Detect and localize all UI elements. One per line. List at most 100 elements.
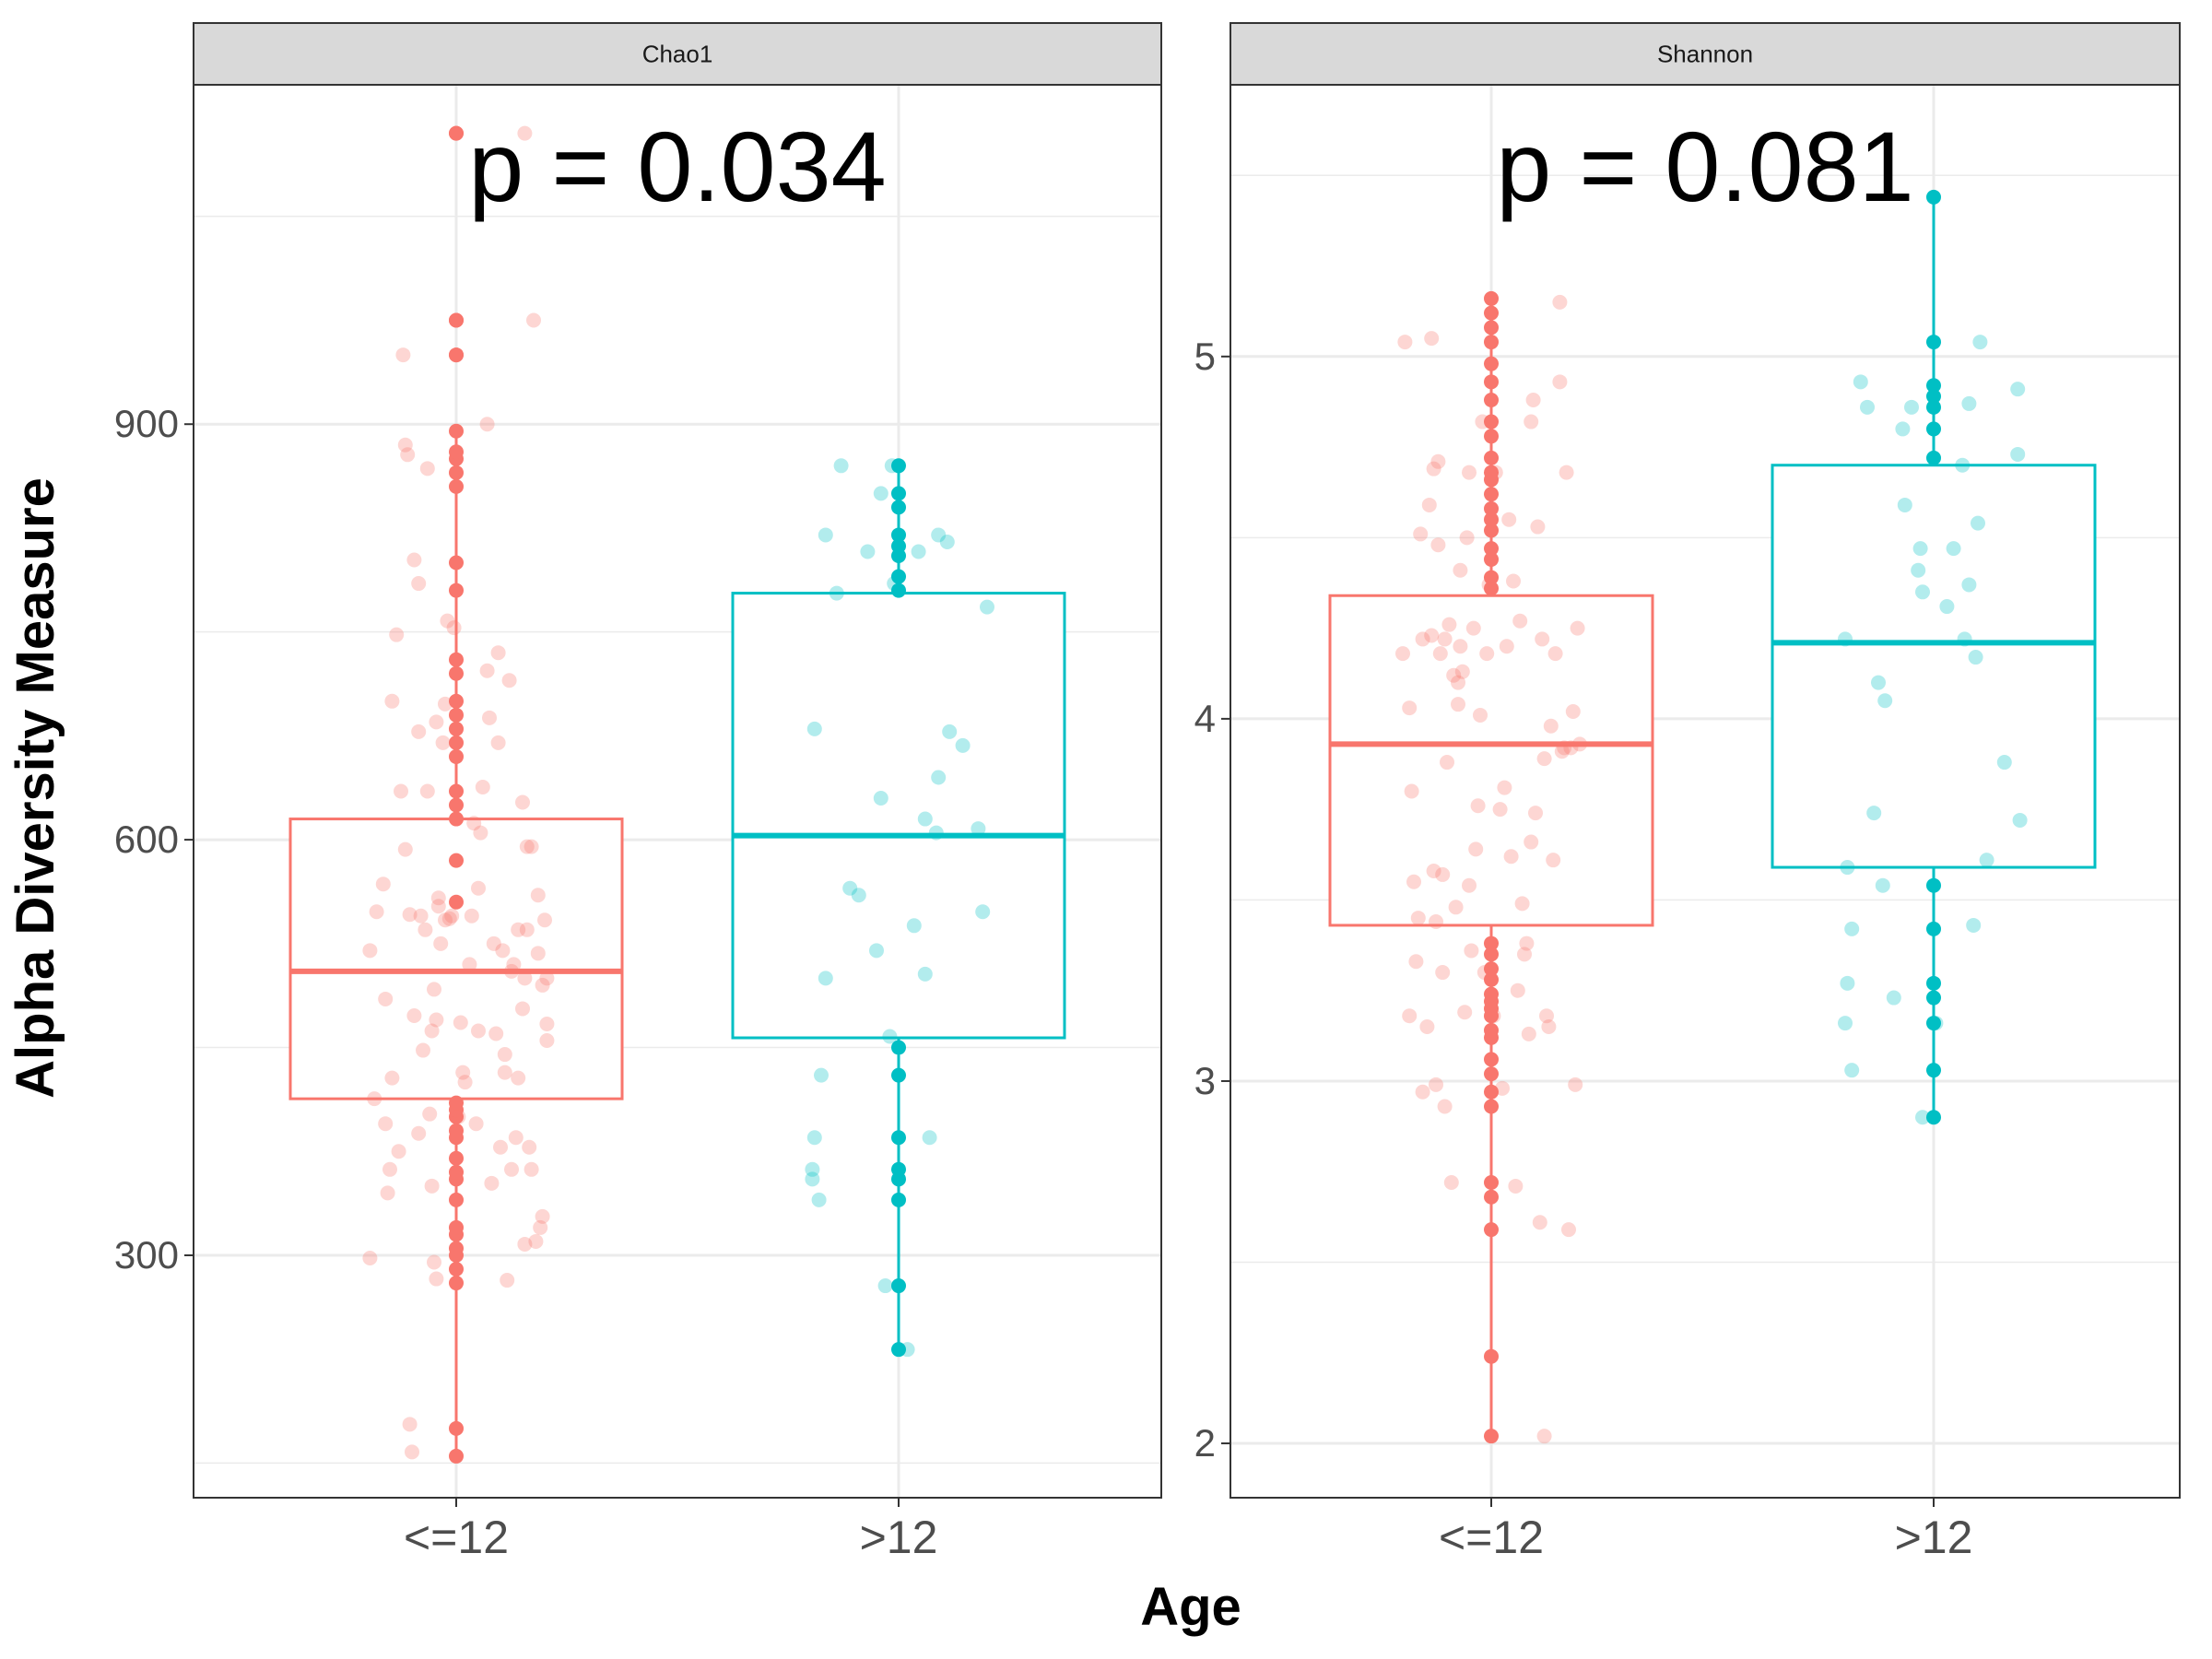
jitter-point <box>444 908 460 924</box>
jitter-point <box>429 1012 444 1028</box>
jitter-point <box>1519 935 1535 951</box>
box-point <box>449 853 464 868</box>
jitter-point <box>524 839 539 854</box>
jitter-point <box>362 943 378 959</box>
jitter-point <box>1875 877 1890 893</box>
y-tick-label: 300 <box>114 1233 179 1277</box>
box-point <box>449 1420 464 1436</box>
jitter-point <box>539 1016 555 1031</box>
box-point <box>1484 581 1499 596</box>
jitter-point <box>1432 646 1448 662</box>
jitter-point <box>501 673 517 688</box>
box-point <box>1484 947 1499 962</box>
jitter-point <box>484 1175 500 1191</box>
jitter-point <box>497 1065 512 1080</box>
facet-strip <box>193 22 1162 86</box>
box-point <box>449 783 464 799</box>
facet-panel-shannon: Shannon p = 0.081 2 3 4 5 <=12 >12 <box>1194 22 2181 1563</box>
jitter-point <box>466 816 482 831</box>
jitter-point <box>1972 335 1988 350</box>
jitter-point <box>882 1029 898 1044</box>
facet-panel-chao1: Chao1 p = 0.034 300 600 900 <=12 >12 <box>114 22 1162 1563</box>
jitter-point <box>367 1091 382 1107</box>
jitter-point <box>1429 914 1443 930</box>
jitter-point <box>479 663 495 678</box>
jitter-point <box>1897 497 1912 512</box>
facet-strip-label: Shannon <box>1657 41 1753 68</box>
jitter-point <box>1397 335 1413 350</box>
jitter-point <box>1421 497 1437 512</box>
jitter-point <box>833 458 849 474</box>
jitter-point <box>818 971 833 986</box>
jitter-point <box>1410 911 1426 926</box>
jitter-point <box>397 437 413 453</box>
jitter-point <box>378 1116 394 1132</box>
jitter-point <box>427 1254 441 1270</box>
jitter-point <box>939 534 955 549</box>
jitter-point <box>1462 877 1477 893</box>
jitter-point <box>493 1139 508 1155</box>
box-point <box>1484 356 1499 371</box>
box-point <box>449 665 464 681</box>
jitter-point <box>517 1236 533 1252</box>
jitter-point <box>1501 512 1517 527</box>
box-gt12 <box>1771 196 2097 1118</box>
y-axis-ticks: 2 3 4 5 <box>1194 335 1230 1465</box>
jitter-point <box>1532 1215 1547 1230</box>
box-point <box>449 693 464 709</box>
jitter-points-layer <box>362 125 994 1460</box>
jitter-point <box>504 1161 519 1177</box>
jitter-point <box>2012 812 2028 828</box>
box-point <box>449 465 464 480</box>
box-point <box>1484 500 1499 516</box>
box-gt12 <box>731 465 1066 1350</box>
jitter-point <box>1853 374 1868 390</box>
jitter-point <box>462 957 477 972</box>
jitter-point <box>482 710 497 725</box>
box-point <box>1484 487 1499 502</box>
jitter-point <box>397 841 413 857</box>
jitter-point <box>1530 519 1546 535</box>
box-point <box>1926 189 1941 205</box>
jitter-point <box>1424 628 1440 643</box>
jitter-point <box>504 963 519 979</box>
jitter-point <box>497 1047 512 1063</box>
jitter-point <box>1453 562 1468 578</box>
jitter-point <box>1508 1178 1524 1194</box>
jitter-point <box>1946 541 1961 557</box>
jitter-point <box>424 1023 440 1039</box>
box-point <box>449 125 464 141</box>
jitter-point <box>378 991 394 1006</box>
jitter-point <box>1541 1019 1557 1034</box>
jitter-point <box>1468 841 1484 857</box>
box-point <box>1926 399 1941 415</box>
box-point <box>1484 961 1499 977</box>
box-point <box>1484 320 1499 335</box>
box-point <box>1484 986 1499 1002</box>
jitter-point <box>922 1130 937 1146</box>
box-point <box>1484 450 1499 465</box>
jitter-point <box>873 486 888 501</box>
box-point <box>1926 1016 1941 1031</box>
jitter-point <box>851 888 866 903</box>
box-point <box>449 478 464 494</box>
box-point <box>449 748 464 764</box>
y-tick-label: 600 <box>114 818 179 861</box>
box-point <box>1926 389 1941 405</box>
jitter-point <box>1443 1175 1459 1191</box>
jitter-point <box>1971 515 1985 531</box>
jitter-point <box>805 1161 820 1177</box>
box-point <box>1484 1052 1499 1067</box>
jitter-point <box>506 957 522 972</box>
jitter-point <box>1572 736 1587 752</box>
jitter-point <box>1912 541 1928 557</box>
jitter-point <box>818 527 833 543</box>
jitter-point <box>402 1417 418 1432</box>
jitter-point <box>1512 613 1528 629</box>
jitter-point <box>1543 718 1559 734</box>
jitter-point <box>1430 537 1446 553</box>
jitter-point <box>1895 421 1911 437</box>
jitter-point <box>1557 740 1572 756</box>
jitter-point <box>1911 562 1926 578</box>
box-point <box>1926 1063 1941 1078</box>
